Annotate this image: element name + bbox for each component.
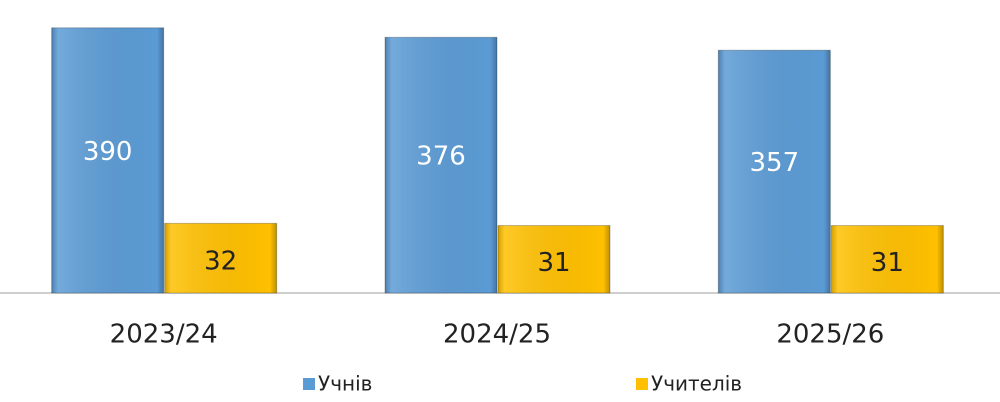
x-tick-label: 2024/25 bbox=[443, 320, 551, 350]
x-tick-label: 2023/24 bbox=[110, 320, 218, 350]
legend-swatch bbox=[636, 378, 648, 390]
value-label: 376 bbox=[416, 142, 466, 172]
legend-swatch bbox=[303, 378, 315, 390]
x-tick-label: 2025/26 bbox=[776, 320, 884, 350]
bar-shade bbox=[164, 223, 277, 293]
value-label: 390 bbox=[83, 137, 133, 167]
value-label: 357 bbox=[750, 148, 800, 178]
value-label: 32 bbox=[204, 247, 237, 277]
bar-shade bbox=[718, 50, 831, 293]
value-label: 31 bbox=[871, 248, 904, 278]
bar-shade bbox=[831, 225, 944, 293]
bar-shade bbox=[51, 27, 164, 294]
legend-label: Учнів bbox=[318, 372, 372, 396]
legend-label: Учителів bbox=[651, 372, 742, 396]
bar-shade bbox=[498, 225, 610, 293]
value-label: 31 bbox=[537, 248, 570, 278]
bar-shade bbox=[385, 37, 497, 293]
